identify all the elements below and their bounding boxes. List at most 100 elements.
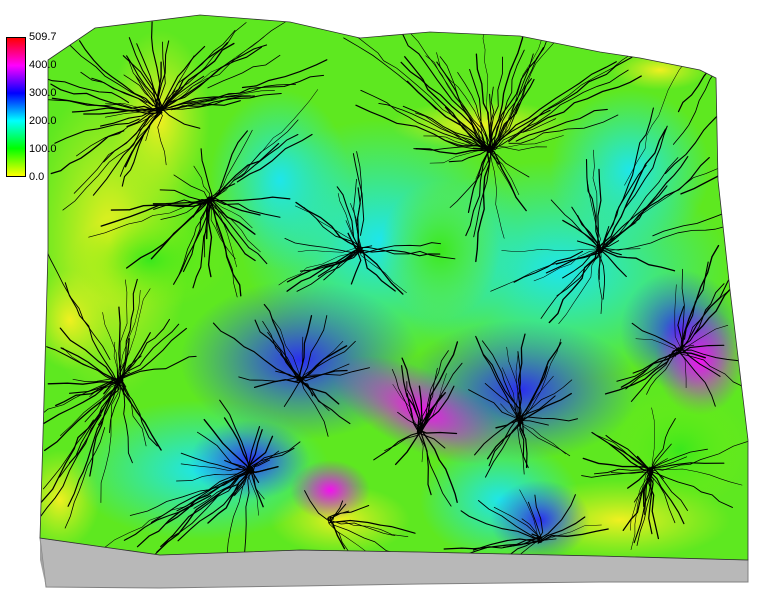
stream-line bbox=[406, 80, 491, 149]
stream-line bbox=[679, 349, 748, 390]
stream-line bbox=[100, 200, 211, 227]
stream-line bbox=[121, 111, 163, 187]
stream-line bbox=[173, 174, 210, 203]
stream-line bbox=[519, 392, 572, 423]
stream-line bbox=[64, 427, 106, 529]
stream-line bbox=[598, 247, 627, 278]
stream-line bbox=[592, 149, 601, 249]
stream-line bbox=[603, 164, 647, 243]
stream-line bbox=[513, 250, 584, 283]
stream-line bbox=[182, 198, 210, 273]
stream-line bbox=[246, 466, 270, 474]
stream-line bbox=[596, 248, 603, 314]
stream-line bbox=[211, 199, 256, 235]
stream-line bbox=[59, 380, 120, 478]
stream-line bbox=[296, 336, 304, 382]
stream-line bbox=[680, 244, 720, 352]
stream-line bbox=[425, 55, 493, 151]
stream-line bbox=[88, 202, 194, 238]
stream-line bbox=[232, 471, 249, 497]
stream-line bbox=[598, 226, 726, 251]
stream-network-lines bbox=[40, 20, 748, 560]
stream-line bbox=[160, 106, 201, 129]
stream-line bbox=[303, 206, 362, 248]
stream-line bbox=[420, 429, 458, 503]
stream-line bbox=[150, 198, 210, 260]
stream-line bbox=[608, 443, 652, 472]
legend-tick-200: 200.0 bbox=[29, 115, 57, 127]
stream-line bbox=[648, 470, 733, 508]
stream-line bbox=[679, 351, 716, 407]
stream-line bbox=[356, 246, 456, 260]
stream-line bbox=[651, 407, 655, 473]
stream-line bbox=[241, 59, 328, 89]
stream-line bbox=[236, 133, 313, 183]
stream-line bbox=[558, 252, 600, 324]
stream-line bbox=[481, 340, 518, 420]
stream-line bbox=[298, 315, 313, 381]
stream-line bbox=[41, 76, 130, 104]
stream-line bbox=[356, 248, 396, 292]
stream-line bbox=[233, 133, 299, 181]
stream-line bbox=[304, 490, 330, 522]
stream-line bbox=[537, 528, 609, 545]
stream-line bbox=[487, 109, 551, 152]
stream-line bbox=[193, 165, 211, 199]
stream-line bbox=[355, 248, 363, 251]
stream-line bbox=[488, 78, 535, 153]
stream-line bbox=[604, 347, 684, 395]
stream-line bbox=[123, 504, 194, 541]
stream-line bbox=[601, 226, 610, 252]
stream-line bbox=[548, 247, 598, 324]
stream-line bbox=[244, 467, 253, 554]
stream-line bbox=[417, 385, 455, 434]
stream-line bbox=[59, 327, 122, 384]
stream-line bbox=[62, 112, 161, 211]
stream-line bbox=[487, 69, 629, 153]
legend-tick-max: 509.7 bbox=[29, 31, 57, 43]
stream-line bbox=[43, 419, 94, 490]
stream-line bbox=[439, 56, 490, 151]
stream-line bbox=[488, 416, 519, 467]
stream-line bbox=[488, 20, 526, 150]
stream-line bbox=[360, 89, 493, 148]
stream-line bbox=[373, 431, 423, 461]
stream-line bbox=[299, 315, 328, 382]
stream-line bbox=[156, 471, 252, 553]
stream-line bbox=[211, 203, 242, 297]
stream-line bbox=[650, 418, 676, 470]
stream-line bbox=[212, 322, 303, 379]
stream-line bbox=[630, 472, 652, 550]
stream-line bbox=[534, 494, 544, 539]
stream-line bbox=[301, 367, 370, 382]
stream-line bbox=[208, 200, 268, 265]
stream-line bbox=[119, 327, 187, 380]
stream-line bbox=[200, 148, 213, 204]
stream-line bbox=[170, 90, 275, 111]
stream-line bbox=[297, 247, 361, 253]
stream-line bbox=[596, 157, 710, 253]
stream-line bbox=[540, 250, 600, 319]
stream-line bbox=[384, 432, 422, 452]
stream-line bbox=[491, 147, 520, 195]
stream-line bbox=[520, 366, 548, 418]
stream-line bbox=[117, 355, 197, 381]
stream-line bbox=[104, 108, 159, 118]
stream-line bbox=[330, 520, 396, 537]
stream-line bbox=[328, 521, 350, 552]
stream-line bbox=[54, 118, 140, 144]
stream-line bbox=[67, 420, 103, 507]
stream-line bbox=[488, 47, 545, 154]
stream-line bbox=[297, 378, 340, 405]
stream-line bbox=[157, 108, 167, 166]
stream-line bbox=[206, 198, 261, 253]
stream-line bbox=[599, 185, 668, 252]
stream-line bbox=[423, 135, 492, 152]
stream-line bbox=[247, 429, 263, 473]
stream-line bbox=[286, 247, 360, 283]
stream-line bbox=[45, 248, 111, 361]
stream-line bbox=[51, 97, 160, 113]
stream-line bbox=[449, 147, 492, 208]
stream-line bbox=[489, 148, 505, 239]
